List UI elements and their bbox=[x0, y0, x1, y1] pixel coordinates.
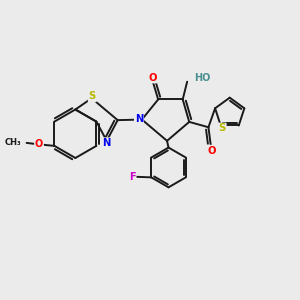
Text: S: S bbox=[88, 92, 96, 101]
Text: HO: HO bbox=[194, 73, 210, 82]
Text: F: F bbox=[129, 172, 136, 182]
Text: N: N bbox=[135, 114, 143, 124]
Text: O: O bbox=[148, 73, 157, 82]
Text: CH₃: CH₃ bbox=[4, 138, 21, 147]
Text: S: S bbox=[218, 123, 226, 134]
Text: O: O bbox=[207, 146, 216, 156]
Text: O: O bbox=[35, 140, 43, 149]
Text: N: N bbox=[102, 138, 110, 148]
